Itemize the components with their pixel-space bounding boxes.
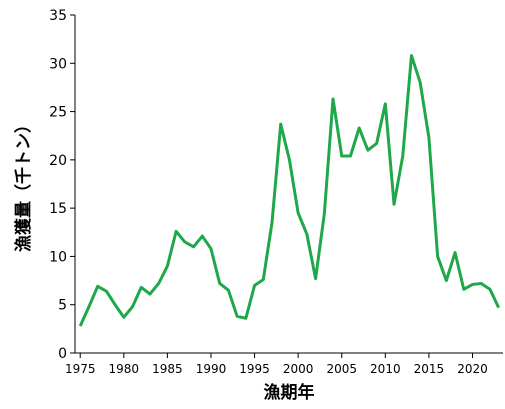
y-tick-label: 5 xyxy=(58,298,67,314)
y-tick-label: 30 xyxy=(49,56,67,72)
y-axis-title: 漁獲量（千トン） xyxy=(13,116,34,252)
y-tick-label: 20 xyxy=(49,153,67,169)
x-axis-title: 漁期年 xyxy=(264,382,315,403)
x-tick-label: 1995 xyxy=(239,362,270,376)
data-line xyxy=(78,54,500,327)
x-tick-label: 2000 xyxy=(283,362,314,376)
y-tick-label: 15 xyxy=(49,201,67,217)
y-tick-label: 35 xyxy=(49,8,67,24)
x-tick-label: 2015 xyxy=(414,362,445,376)
y-tick-label: 10 xyxy=(49,249,67,265)
x-tick-label: 2010 xyxy=(370,362,401,376)
x-tick-label: 1985 xyxy=(152,362,183,376)
x-tick-label: 2020 xyxy=(457,362,488,376)
y-tick-label: 0 xyxy=(58,346,67,362)
x-tick-label: 1990 xyxy=(196,362,227,376)
x-tick-label: 1980 xyxy=(109,362,140,376)
x-tick-label: 2005 xyxy=(326,362,357,376)
x-tick-label: 1975 xyxy=(65,362,96,376)
y-tick-label: 25 xyxy=(49,105,67,121)
